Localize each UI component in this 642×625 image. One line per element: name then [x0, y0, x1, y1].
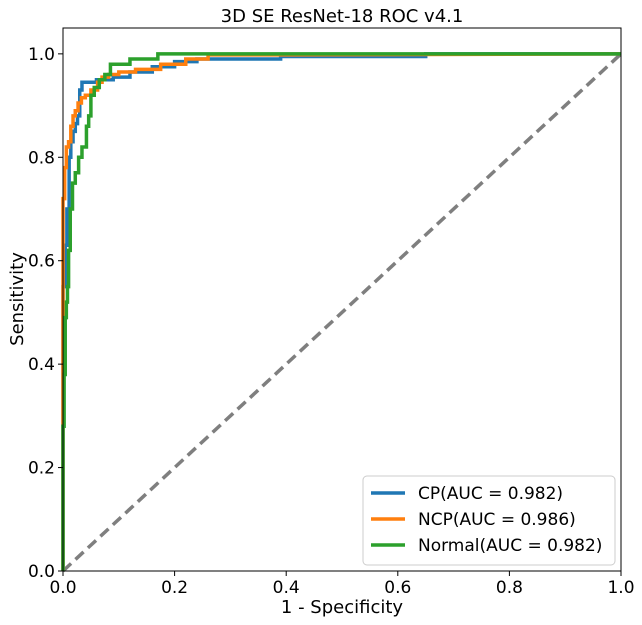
- y-tick-label: 0.6: [28, 252, 55, 272]
- y-tick-label: 0.8: [28, 148, 55, 168]
- y-tick-label: 0.2: [28, 459, 55, 479]
- x-tick-label: 0.4: [273, 578, 300, 598]
- legend: CP(AUC = 0.982) NCP(AUC = 0.986) Normal(AU…: [362, 475, 616, 566]
- x-tick-label: 1.0: [607, 578, 634, 598]
- x-axis-label: 1 - Specificity: [281, 597, 404, 618]
- y-axis-label: Sensitivity: [7, 252, 28, 346]
- x-axis-ticks: 0.0 0.2 0.4 0.6 0.8 1.0: [49, 571, 635, 598]
- x-tick-label: 0.2: [161, 578, 188, 598]
- chart-title: 3D SE ResNet-18 ROC v4.1: [221, 6, 464, 27]
- y-tick-label: 0.0: [28, 562, 55, 582]
- x-tick-label: 0.6: [384, 578, 411, 598]
- legend-label-0: CP(AUC = 0.982): [418, 484, 563, 504]
- y-axis-ticks: 0.0 0.2 0.4 0.6 0.8 1.0: [28, 45, 63, 582]
- plot-area: [61, 52, 623, 573]
- legend-label-2: Normal(AUC = 0.982): [418, 536, 602, 556]
- y-tick-label: 0.4: [28, 355, 55, 375]
- x-tick-label: 0.8: [496, 578, 523, 598]
- legend-box: [362, 475, 616, 566]
- plot-frame: [62, 27, 622, 572]
- roc-curve-1: [61, 52, 622, 571]
- y-tick-label: 1.0: [28, 45, 55, 65]
- legend-label-1: NCP(AUC = 0.986): [418, 510, 576, 530]
- roc-curve-2: [61, 52, 621, 571]
- x-tick-label: 0.0: [49, 578, 76, 598]
- diagonal-baseline: [61, 52, 623, 573]
